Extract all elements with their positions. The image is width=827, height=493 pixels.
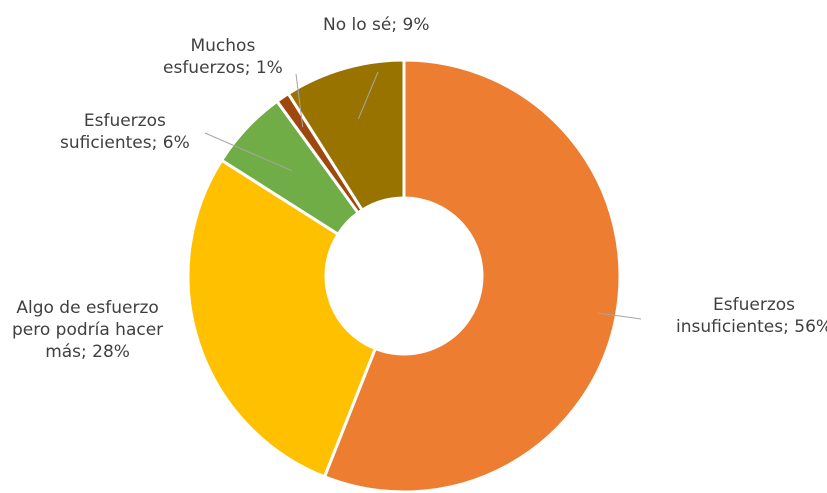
label-algo-de-esfuerzo: Algo de esfuerzo pero podría hacer más; … (12, 298, 164, 362)
label-no-lo-se: No lo sé; 9% (323, 15, 430, 35)
slice-no-lo-se (286, 58, 406, 212)
label-muchos-esfuerzos: Muchos esfuerzos; 1% (163, 36, 283, 78)
slice-esfuerzos-insuficientes (322, 58, 622, 493)
slices-group (186, 58, 622, 493)
label-esfuerzos-insuficientes: Esfuerzos insuficientes; 56% (676, 295, 827, 337)
leader-line (357, 71, 379, 120)
label-esfuerzos-suficientes: Esfuerzos suficientes; 6% (60, 111, 190, 153)
leader-line (597, 312, 642, 320)
leader-line (204, 132, 293, 172)
leader-line (295, 73, 304, 128)
slice-algo-de-esfuerzo-pero-podria-hacer-mas (186, 158, 377, 479)
leader-lines-group (204, 71, 642, 320)
